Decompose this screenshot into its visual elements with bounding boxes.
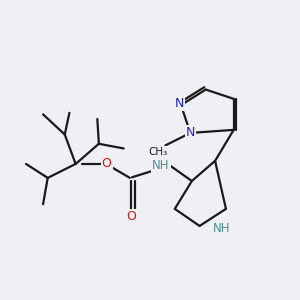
Text: NH: NH xyxy=(152,159,169,172)
Text: N: N xyxy=(186,127,195,140)
Text: N: N xyxy=(175,97,184,110)
Text: O: O xyxy=(102,158,112,170)
Text: O: O xyxy=(127,210,136,223)
Text: CH₃: CH₃ xyxy=(148,147,167,157)
Text: NH: NH xyxy=(213,222,230,235)
